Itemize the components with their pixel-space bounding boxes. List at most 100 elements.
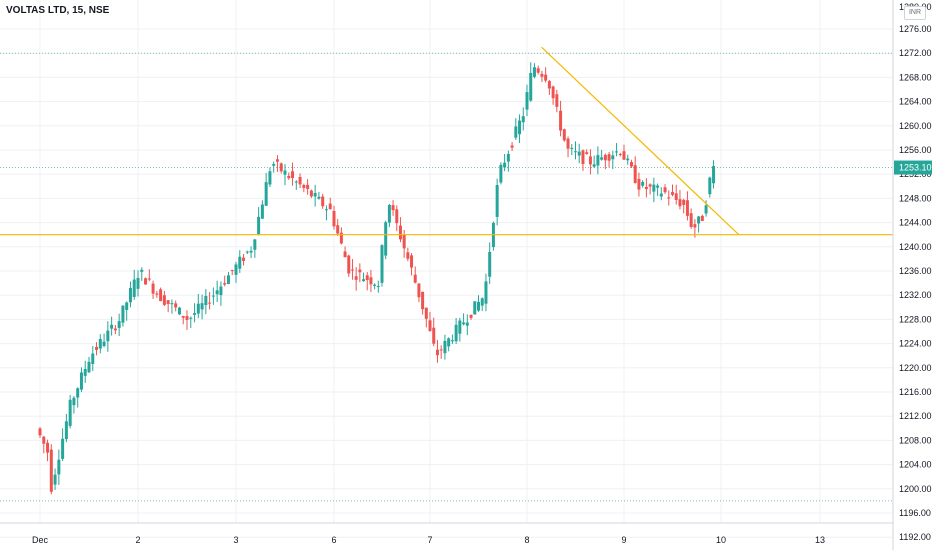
time-tick-label: 8: [524, 535, 529, 545]
price-tick-label: 1196.00: [899, 508, 931, 518]
candle-body: [185, 316, 189, 320]
candle-body: [264, 182, 268, 206]
candle-body: [49, 449, 53, 492]
candle-body: [61, 438, 65, 459]
candle-body: [499, 164, 503, 183]
candle-body: [283, 170, 287, 175]
candle-body: [380, 245, 384, 283]
candle-body: [585, 152, 589, 155]
candle-body: [245, 251, 249, 253]
time-tick-label: 2: [135, 535, 140, 545]
price-tick-label: 1220.00: [899, 363, 932, 373]
chart-title: VOLTAS LTD, 15, NSE: [6, 5, 110, 16]
candle-body: [454, 324, 458, 342]
candle-body: [369, 277, 373, 285]
candle-body: [413, 274, 417, 283]
candle-body: [659, 193, 663, 197]
candle-body: [600, 157, 604, 160]
candle-body: [242, 257, 246, 261]
price-tick-label: 1232.00: [899, 290, 932, 300]
candle-body: [219, 286, 223, 296]
drawings[interactable]: [0, 46, 893, 236]
trendline[interactable]: [541, 46, 740, 236]
price-tick-label: 1216.00: [899, 387, 932, 397]
candle-body: [398, 225, 402, 240]
candle-body: [588, 156, 592, 165]
candle-body: [678, 199, 682, 207]
candle-body: [488, 251, 492, 277]
price-tick-label: 1264.00: [899, 97, 932, 107]
price-tick-label: 1248.00: [899, 193, 932, 203]
candle-body: [298, 176, 302, 185]
candle-body: [644, 186, 648, 190]
candle-body: [387, 204, 391, 223]
candle-body: [671, 192, 674, 195]
candle-body: [328, 203, 332, 210]
candle-body: [87, 361, 91, 373]
price-tick-label: 1268.00: [899, 72, 932, 82]
candle-body: [484, 281, 488, 304]
candle-body: [697, 216, 701, 224]
candle-body: [555, 94, 559, 107]
candle-body: [391, 205, 395, 211]
candle-body: [428, 320, 432, 331]
candle-body: [132, 279, 136, 297]
candle-body: [91, 353, 95, 364]
candle-body: [196, 303, 200, 314]
candle-body: [98, 339, 102, 349]
candle-body: [637, 178, 641, 190]
price-tick-label: 1276.00: [899, 24, 932, 34]
candle-body: [272, 164, 276, 166]
candle-body: [611, 155, 615, 160]
candle-body: [110, 324, 114, 329]
candle-body: [309, 190, 313, 197]
price-tick-label: 1272.00: [899, 48, 932, 58]
candle-body: [294, 181, 298, 183]
candle-body: [42, 436, 46, 444]
candle-body: [200, 303, 204, 310]
candle-body: [384, 222, 388, 256]
candle-body: [473, 301, 477, 315]
candle-body: [626, 158, 630, 161]
candle-body: [447, 338, 451, 347]
candle-body: [174, 303, 178, 308]
candle-body: [518, 120, 522, 135]
candle-body: [547, 81, 551, 89]
candle-body: [144, 278, 148, 285]
candle-body: [674, 193, 678, 200]
candle-body: [450, 340, 454, 342]
candle-body: [343, 251, 347, 258]
candle-body: [689, 213, 693, 227]
candle-body: [95, 346, 99, 350]
price-tick-label: 1204.00: [899, 460, 932, 470]
candle-body: [287, 175, 291, 179]
candle-body: [574, 151, 577, 153]
candle-body: [68, 399, 72, 426]
candle-body: [712, 166, 716, 184]
candle-body: [226, 275, 230, 284]
candle-body: [417, 283, 421, 298]
last-price-badge: [894, 160, 932, 175]
candle-body: [424, 307, 428, 319]
candle-body: [136, 277, 140, 289]
candle-body: [358, 269, 362, 273]
candle-body: [365, 275, 369, 281]
price-tick-label: 1200.00: [899, 484, 932, 494]
time-tick-label: 3: [233, 535, 238, 545]
candle-body: [577, 151, 581, 156]
candle-body: [151, 283, 155, 294]
candle-body: [102, 341, 106, 346]
candle-body: [615, 151, 619, 153]
price-tick-label: 1192.00: [899, 532, 931, 542]
candle-body: [443, 340, 447, 354]
candle-body: [700, 215, 704, 221]
candle-body: [125, 302, 129, 310]
grid: [0, 0, 893, 538]
currency-badge[interactable]: INR: [904, 6, 926, 20]
candle-body: [652, 184, 656, 192]
candle-body: [495, 185, 499, 217]
candle-body: [402, 234, 406, 249]
candle-body: [477, 301, 480, 311]
